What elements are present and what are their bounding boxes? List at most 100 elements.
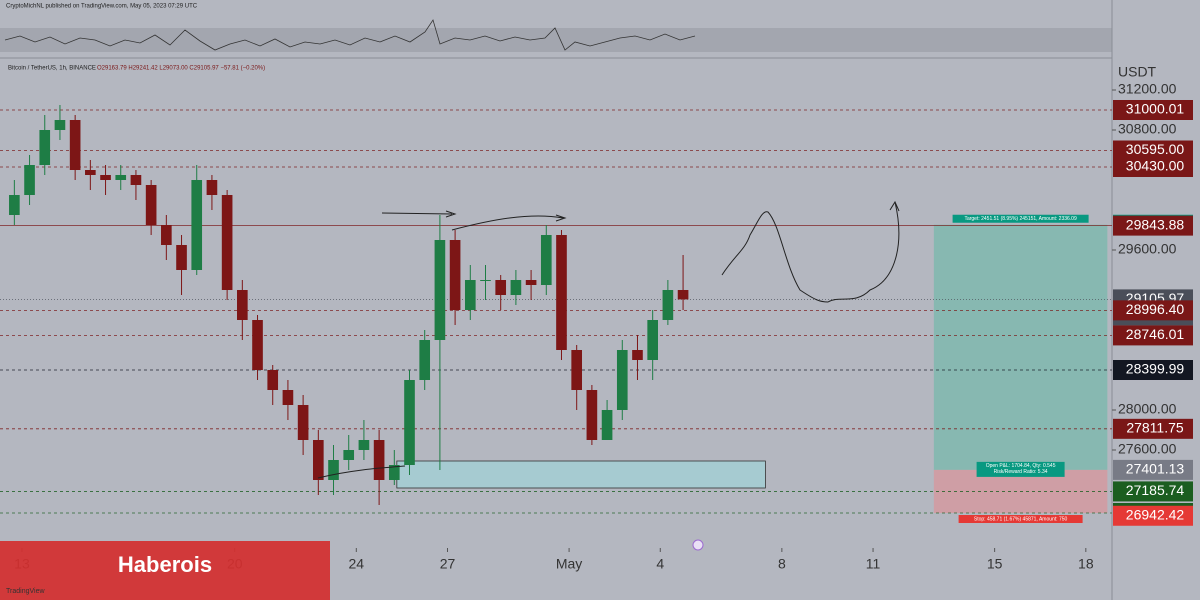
x-tick-label: May <box>556 556 582 572</box>
price-tag <box>1113 418 1193 439</box>
ratio-label: Risk/Reward Ratio: 5.34 <box>994 469 1048 475</box>
y-tick-label: 30800.00 <box>1118 121 1177 137</box>
candle-body <box>510 280 522 295</box>
candle-body <box>115 175 127 180</box>
candle-body <box>419 340 431 380</box>
candle-body <box>252 320 263 370</box>
stop-label: Stop: 458.71 (1.67%) 45871, Amount: 750 <box>974 516 1068 522</box>
candle-body <box>677 290 689 300</box>
pnl-label: Open P&L: 1704.84, Qty: 0.545 <box>986 463 1056 469</box>
price-tag <box>1113 459 1193 480</box>
price-tag <box>1113 99 1193 120</box>
plot: 31200.00 30800.00 29600.00 28000.00 27600.00… <box>0 81 1193 572</box>
price-tag <box>1113 481 1193 502</box>
price-tag-label: 30430.00 <box>1126 158 1185 174</box>
price-tag-label: 29843.88 <box>1126 216 1185 232</box>
candle-body <box>267 370 279 390</box>
demand-zone <box>396 460 766 489</box>
ohlc-text: O29163.79 H29241.42 L29073.00 C29105.97 … <box>97 66 265 72</box>
target-label-box <box>952 214 1089 223</box>
drawn-curve <box>317 465 406 479</box>
pnl-label-box <box>976 461 1065 477</box>
drawn-arrow <box>381 210 457 218</box>
price-tag <box>1113 215 1193 236</box>
candle-body <box>601 410 613 440</box>
y-tick-label: 29600.00 <box>1118 241 1177 257</box>
brand: TradingView <box>6 588 45 595</box>
candle-body <box>85 170 96 175</box>
price-tag-label: 31000.01 <box>1126 101 1185 117</box>
candle-body <box>404 380 415 465</box>
candle-body <box>647 320 658 360</box>
candle-body <box>145 185 157 225</box>
price-tag-label: 27401.13 <box>1126 461 1185 477</box>
candle-body <box>130 175 142 185</box>
candle-body <box>358 440 370 450</box>
y-tick-label: 27600.00 <box>1118 441 1177 457</box>
x-tick-label: 8 <box>778 556 786 572</box>
price-tag-label: 28746.01 <box>1126 326 1185 342</box>
candle-body <box>464 280 476 310</box>
x-tick-label: 15 <box>987 556 1003 572</box>
candle-body <box>343 450 355 460</box>
candle-body <box>480 280 491 281</box>
candle-body <box>69 120 81 170</box>
candle-body <box>571 350 583 390</box>
candle-body <box>586 390 598 440</box>
x-tick-label: 27 <box>440 556 456 572</box>
stop-label-box <box>958 515 1083 523</box>
drawn-forecast <box>721 200 900 303</box>
candle-body <box>328 460 339 480</box>
candle-body <box>191 180 203 270</box>
candle-body <box>540 235 552 285</box>
candle-body <box>161 225 172 245</box>
candle-body <box>237 290 248 320</box>
symbol-title: Bitcoin / TetherUS, 1h, BINANCE <box>8 66 96 72</box>
candle-body <box>206 180 218 195</box>
candle-body <box>662 290 674 320</box>
price-tag <box>1113 300 1193 321</box>
price-tag <box>1113 157 1193 177</box>
target-zone <box>933 224 1108 470</box>
candle-body <box>100 175 111 180</box>
candle-body <box>556 235 567 350</box>
y-tick-label: 28000.00 <box>1118 401 1177 417</box>
event-marker <box>692 539 704 551</box>
indicator-line <box>4 19 696 51</box>
x-tick-label: 18 <box>1078 556 1094 572</box>
y-tick-label: 31200.00 <box>1118 81 1177 97</box>
candle-body <box>312 440 324 480</box>
indicator-band <box>0 28 1112 52</box>
candle-body <box>24 165 35 195</box>
candle-body <box>388 465 400 480</box>
candle-body <box>9 195 20 215</box>
banner-text: Haberois <box>118 552 212 577</box>
candle-body <box>632 350 643 360</box>
banner <box>0 541 330 600</box>
candle-body <box>449 240 461 310</box>
candle-body <box>495 280 507 295</box>
y-axis-label: USDT <box>1118 64 1157 80</box>
price-tag-label: 28996.40 <box>1126 301 1185 317</box>
price-tag-label: 28399.99 <box>1126 361 1185 377</box>
drawn-arrow <box>451 214 567 231</box>
candle-body <box>176 245 187 270</box>
price-tag <box>1113 325 1193 346</box>
candle-body <box>616 350 628 410</box>
price-tag-label: 27811.75 <box>1126 420 1184 436</box>
candle-body <box>373 440 385 480</box>
price-tag <box>1113 505 1193 526</box>
candle-body <box>39 130 51 165</box>
candle-body <box>297 405 309 440</box>
price-tag-label: 26942.42 <box>1126 506 1185 522</box>
candle-body <box>54 120 66 130</box>
price-tag <box>1113 140 1193 161</box>
target-label: Target: 2451.51 (8.95%) 245151, Amount: … <box>964 216 1077 222</box>
price-tag-label: 30595.00 <box>1126 141 1185 157</box>
candle-body <box>282 390 294 405</box>
header: CryptoMichNL published on TradingView.co… <box>6 4 198 10</box>
candle-body <box>221 195 233 290</box>
x-tick-label: 24 <box>349 556 365 572</box>
x-tick-label: 11 <box>866 556 881 572</box>
